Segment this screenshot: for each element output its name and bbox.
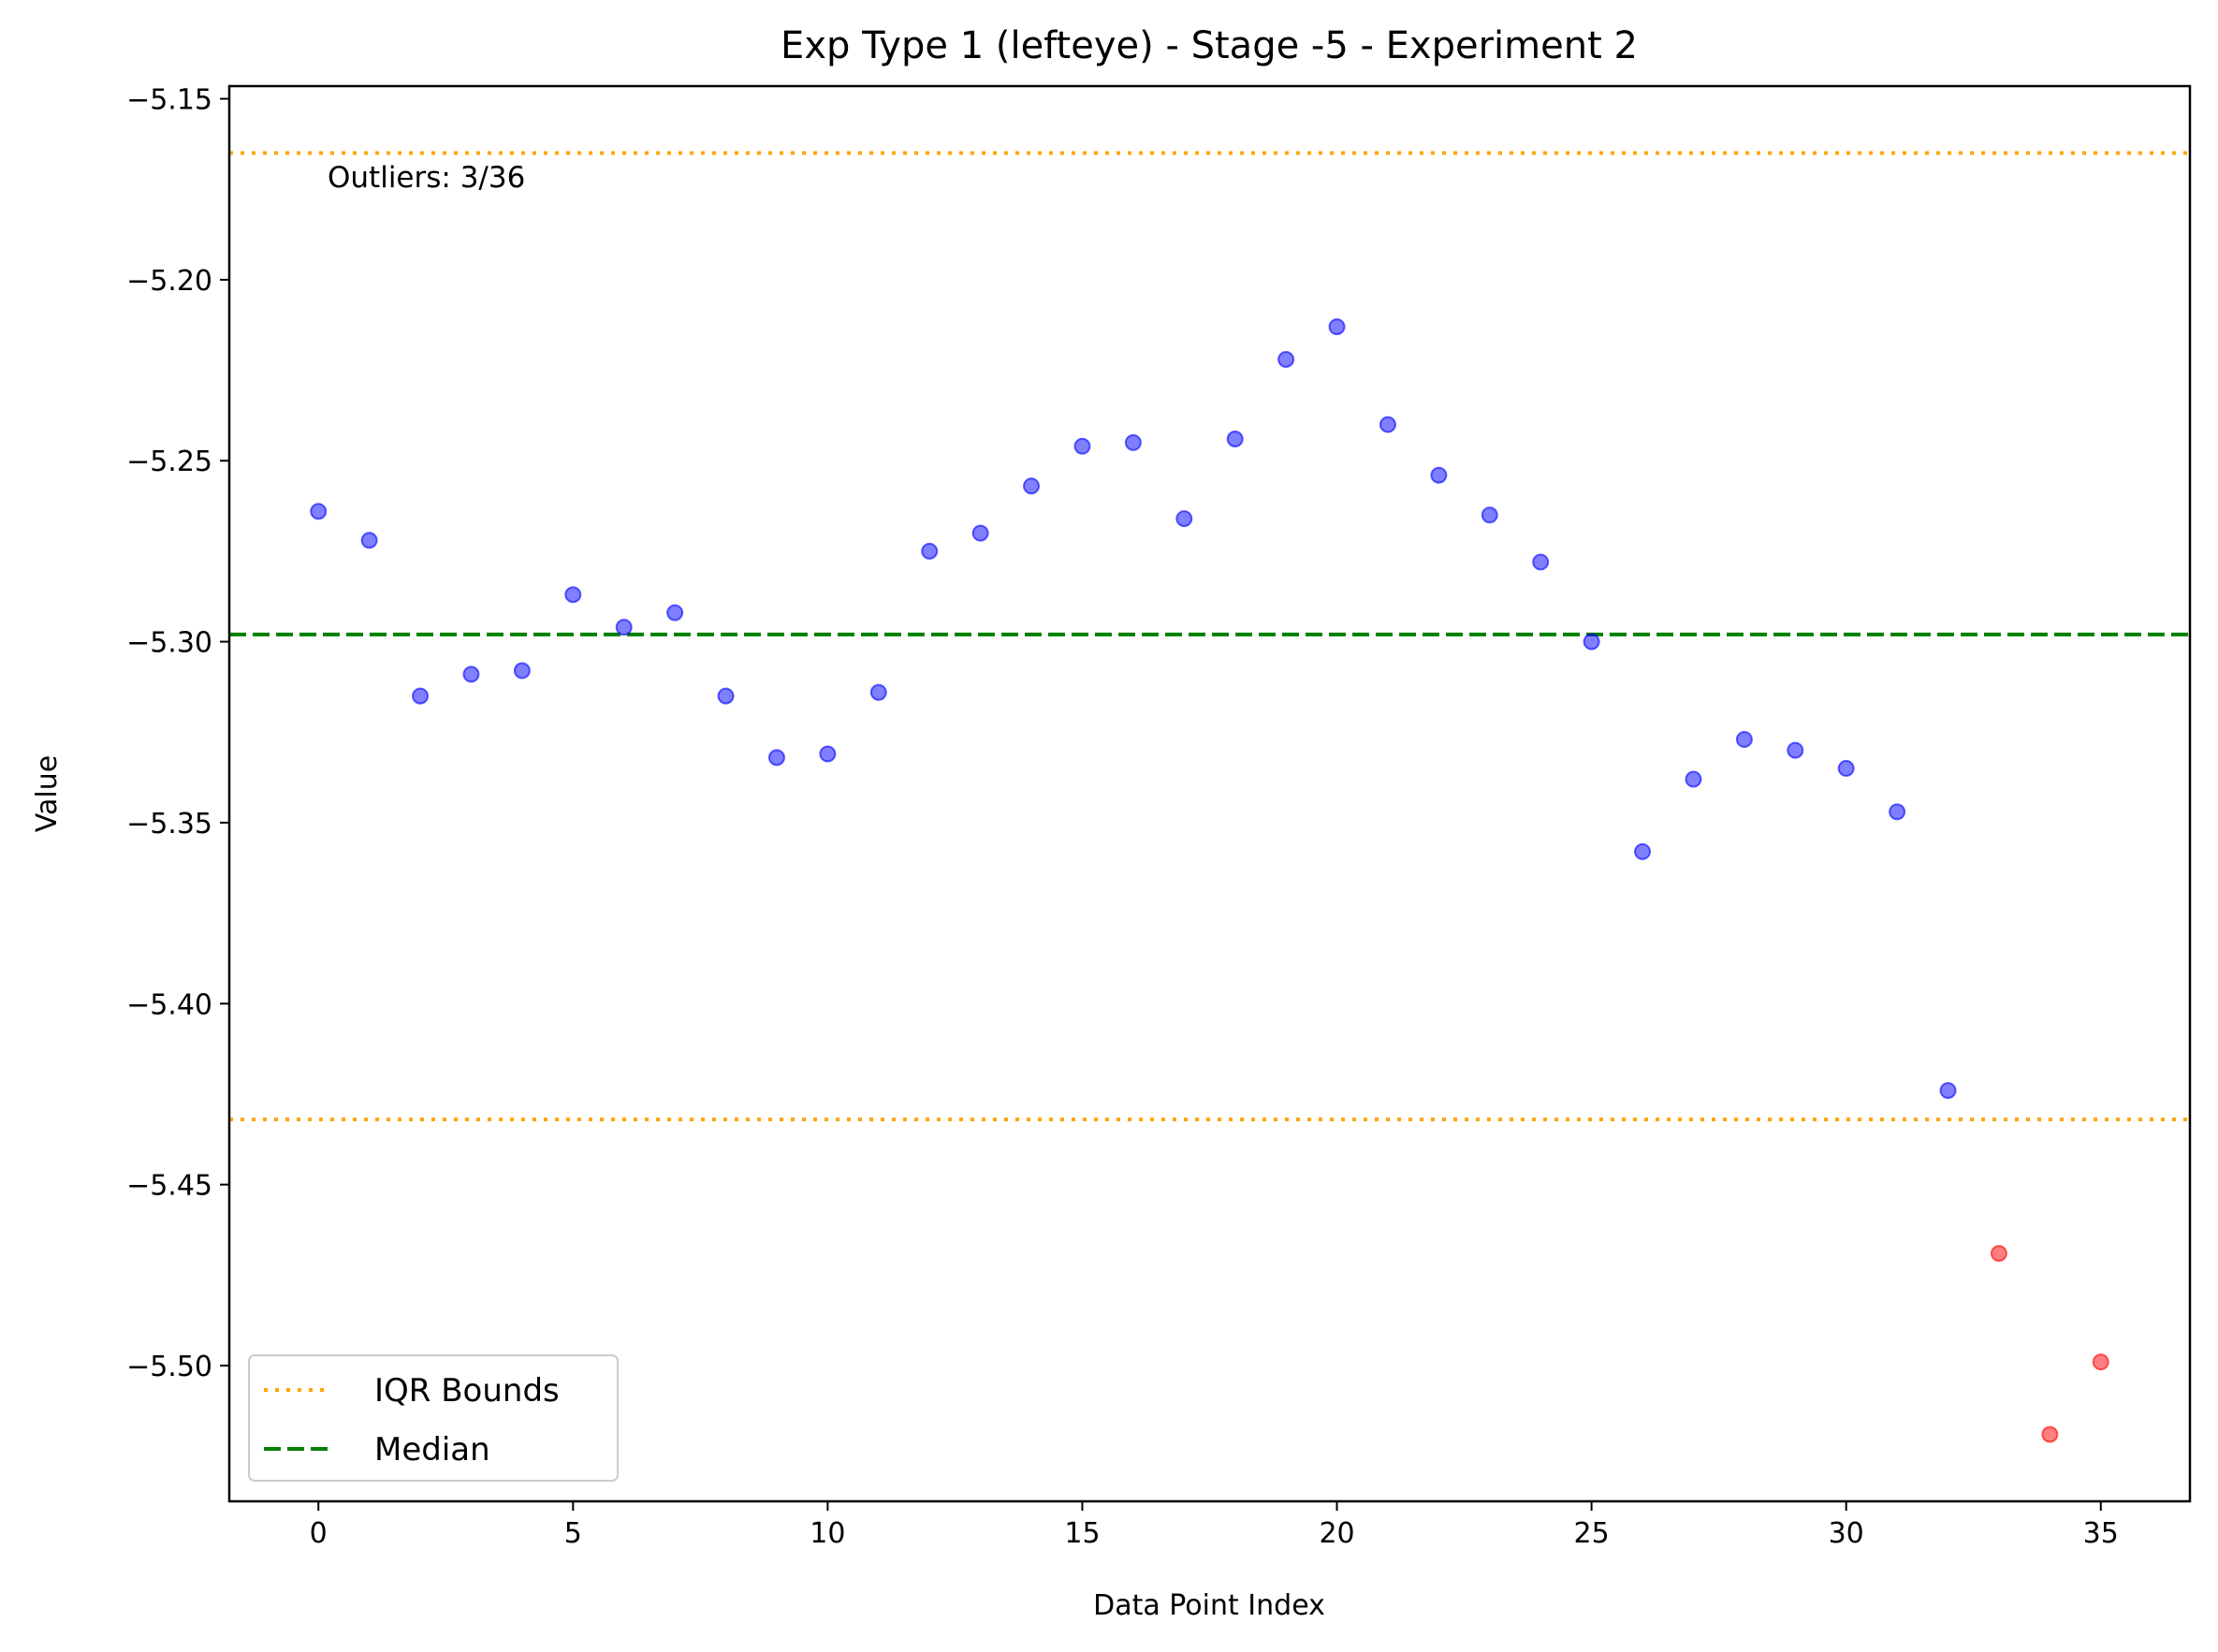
y-tick-label: −5.30 [126,627,212,660]
data-point [462,665,480,683]
y-tick-label: −5.20 [126,265,212,298]
x-tick-label: 0 [310,1517,328,1550]
data-point [1634,842,1652,860]
plot-frame [227,84,2192,1503]
data-point [1175,510,1193,528]
data-point [615,619,633,636]
chart-title: Exp Type 1 (lefteye) - Stage -5 - Experi… [781,24,1638,67]
outlier-point [2092,1353,2109,1371]
y-tick-label: −5.35 [126,808,212,841]
data-point [1837,759,1855,777]
data-point [869,683,887,701]
data-point [1583,633,1600,651]
legend-box [248,1354,619,1482]
data-point [1379,416,1396,433]
data-point [717,687,735,705]
reference-lines [229,151,2190,1122]
x-tick-label: 30 [1829,1517,1864,1550]
data-point [921,542,939,560]
legend: IQR Bounds Median [248,1354,619,1482]
data-point [971,524,989,542]
data-point [1226,431,1244,448]
data-point [564,586,582,604]
data-point [1023,477,1041,495]
x-tick-label: 10 [810,1517,845,1550]
outliers-annotation: Outliers: 3/36 [328,161,525,195]
data-point [1889,803,1906,821]
data-point [1735,730,1753,748]
data-point [1124,433,1142,451]
legend-iqr-label: IQR Bounds [374,1372,560,1410]
x-tick-label: 15 [1064,1517,1100,1550]
data-point [360,532,378,549]
data-point [412,687,430,705]
data-point [1328,318,1346,336]
data-point [1073,437,1091,455]
outlier-point [2041,1425,2059,1443]
y-axis-title: Value [31,755,64,832]
y-tick-label: −5.15 [126,84,212,117]
data-point [1939,1082,1957,1100]
data-point [1430,466,1448,484]
data-point [666,604,684,621]
y-tick-label: −5.40 [126,988,212,1021]
x-tick-label: 35 [2083,1517,2119,1550]
data-point [1787,741,1804,759]
data-point [1532,553,1550,571]
data-point [1685,770,1702,788]
legend-median-label: Median [374,1431,490,1469]
data-point [310,503,328,520]
x-tick-label: 25 [1574,1517,1610,1550]
y-tick-label: −5.45 [126,1170,212,1203]
x-axis-ticks: 0 5 10 15 20 25 30 35 [310,1501,2119,1550]
data-point [1277,350,1295,368]
x-tick-label: 20 [1319,1517,1354,1550]
data-point [819,745,837,763]
y-tick-label: −5.50 [126,1351,212,1383]
x-axis-title: Data Point Index [1093,1589,1325,1622]
outlier-point [1990,1245,2007,1263]
y-axis-ticks: −5.15 −5.20 −5.25 −5.30 −5.35 −5.40 −5.45 −5.50 [126,84,229,1383]
data-point [1481,506,1498,524]
y-tick-label: −5.25 [126,446,212,478]
data-points [310,318,2109,1443]
x-tick-label: 5 [564,1517,582,1550]
data-point [513,662,531,680]
data-point [767,749,785,767]
